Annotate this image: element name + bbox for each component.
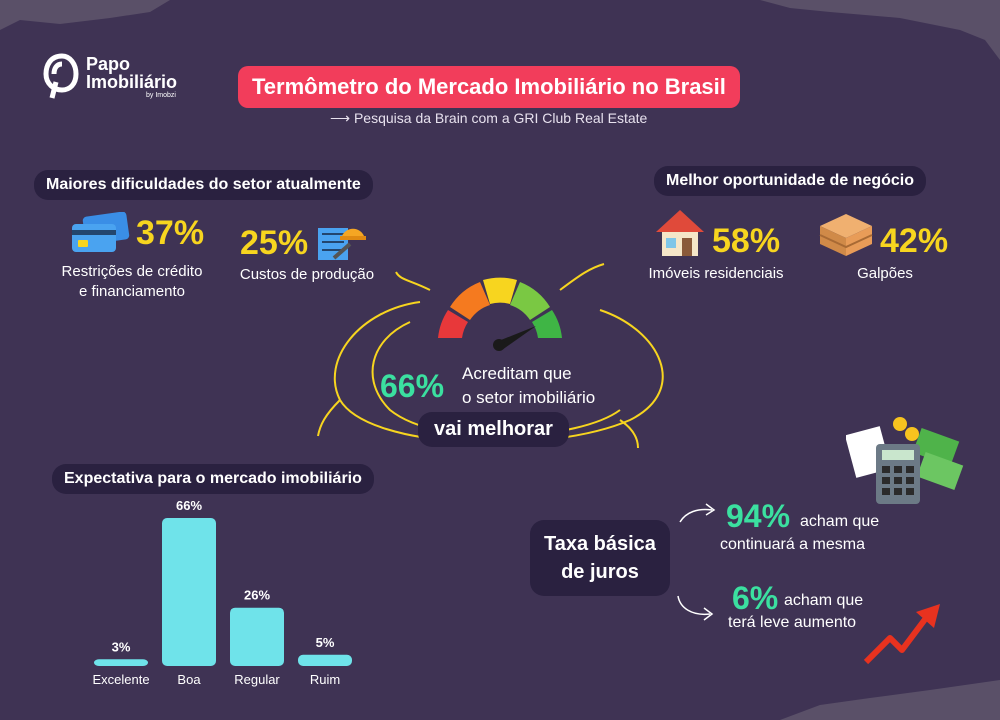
interest-arrows bbox=[677, 503, 716, 621]
house-icon bbox=[656, 210, 704, 256]
interest-1-value: 94% bbox=[726, 498, 791, 534]
pallets-icon bbox=[819, 214, 873, 256]
gauge-text: Acreditam que o setor imobiliário bbox=[462, 362, 595, 410]
subtitle-text: Pesquisa da Brain com a GRI Club Real Es… bbox=[353, 110, 648, 126]
interest-2-value: 6% bbox=[732, 580, 779, 616]
brand-name-line2: Imobiliário bbox=[86, 72, 178, 92]
gauge-text-line1: Acreditam que bbox=[462, 364, 572, 383]
bar-excelente bbox=[94, 659, 148, 666]
brand-logo: Papo Imobiliário by Imobzi bbox=[42, 52, 192, 102]
page-title: Termômetro do Mercado Imobiliário no Bra… bbox=[238, 66, 740, 108]
interest-title-line1: Taxa básica bbox=[544, 533, 656, 555]
bar-category-regular: Regular bbox=[234, 672, 280, 687]
trend-up-arrow-icon bbox=[863, 604, 940, 665]
interest-2-text-line2: terá leve aumento bbox=[728, 614, 857, 631]
bar-value-ruim: 5% bbox=[316, 635, 335, 650]
difficulty-1-label-line1: Restrições de crédito bbox=[61, 263, 203, 280]
difficulty-1-value: 37% bbox=[136, 214, 205, 252]
interest-title: Taxa básica de juros bbox=[530, 520, 670, 596]
difficulty-1-label-line2: e financiamento bbox=[79, 283, 185, 301]
brand-name-line1: Papo bbox=[86, 54, 131, 74]
bar-value-regular: 26% bbox=[244, 588, 270, 603]
difficulty-1-label: Restrições de crédito e financiamento bbox=[52, 262, 212, 303]
arrow-right-icon: ⟶ bbox=[330, 110, 354, 126]
opportunities-title: Melhor oportunidade de negócio bbox=[654, 166, 926, 196]
interest-1-text-line1: acham que bbox=[800, 513, 880, 530]
bar-category-ruim: Ruim bbox=[310, 672, 340, 687]
difficulties-title: Maiores dificuldades do setor atualmente bbox=[34, 170, 373, 200]
opportunity-1-label: Imóveis residenciais bbox=[648, 265, 784, 282]
difficulty-2-label: Custos de produção bbox=[239, 266, 375, 283]
opportunity-2-label: Galpões bbox=[857, 265, 913, 282]
bar-value-excelente: 3% bbox=[112, 639, 131, 654]
construction-icon bbox=[318, 228, 366, 260]
bar-category-boa: Boa bbox=[177, 672, 201, 687]
interest-2-text-line1: acham que bbox=[784, 592, 864, 609]
bar-ruim bbox=[298, 654, 352, 666]
calculator-money-icon bbox=[846, 417, 964, 504]
interest-1-text-line2: continuará a mesma bbox=[720, 536, 865, 553]
credit-cards-icon bbox=[72, 212, 130, 252]
page-subtitle: ⟶ Pesquisa da Brain com a GRI Club Real … bbox=[330, 110, 647, 127]
brand-tagline: by Imobzi bbox=[146, 92, 176, 99]
bar-category-excelente: Excelente bbox=[92, 672, 149, 687]
expectation-bar-chart: 3% Excelente 66% Boa 26% Regular 5% Ruim bbox=[92, 498, 352, 687]
bar-boa bbox=[162, 518, 216, 666]
gauge-text-line2: o setor imobiliário bbox=[462, 388, 596, 407]
papo-logo-icon bbox=[43, 53, 79, 99]
expectation-title: Expectativa para o mercado imobiliário bbox=[52, 464, 374, 494]
gauge-value: 66% bbox=[380, 368, 445, 404]
opportunity-2-value: 42% bbox=[880, 222, 949, 260]
difficulty-2-value: 25% bbox=[240, 224, 309, 262]
gauge-highlight: vai melhorar bbox=[418, 412, 569, 447]
bar-value-boa: 66% bbox=[176, 498, 202, 513]
opportunity-1-value: 58% bbox=[712, 222, 781, 260]
interest-title-line2: de juros bbox=[561, 561, 639, 583]
bar-regular bbox=[230, 607, 284, 666]
